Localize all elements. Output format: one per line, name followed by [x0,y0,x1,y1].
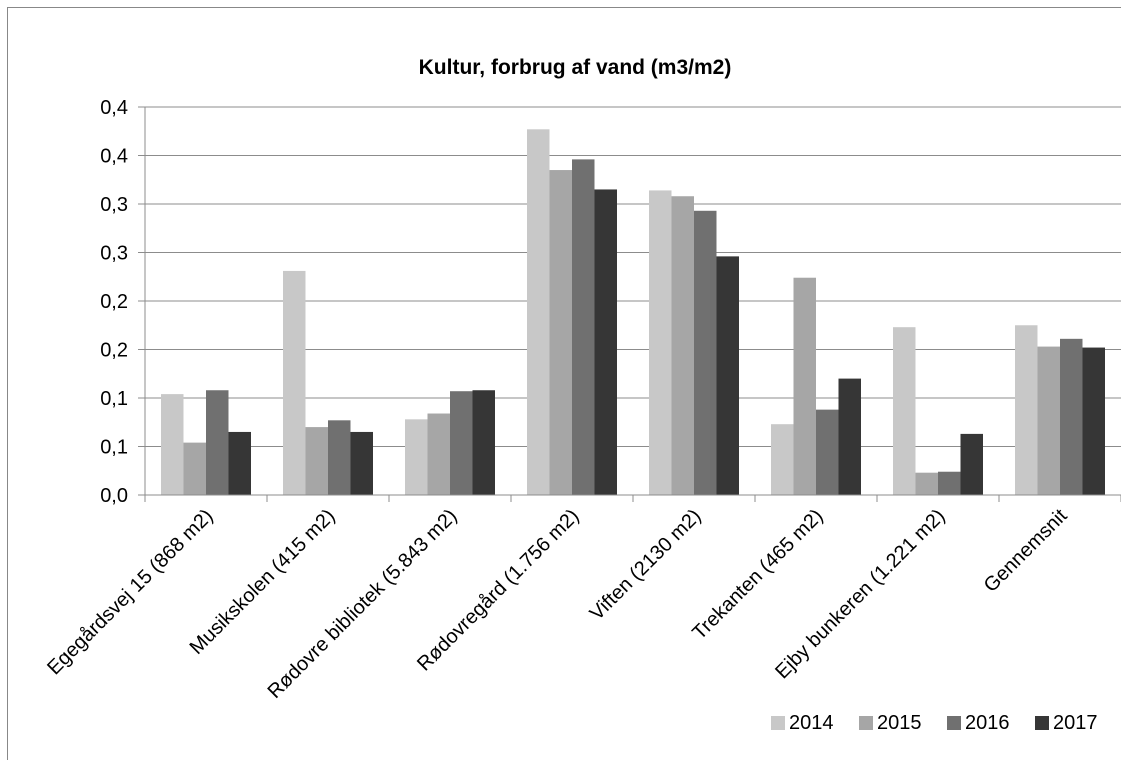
bar [793,277,816,495]
bar [838,378,861,495]
legend-swatch [947,716,961,730]
bar [1015,325,1038,495]
bar [206,390,229,495]
bar [405,419,428,495]
y-tick-labels: 0,0 0,1 0,1 0,2 0,2 0,3 0,3 0,4 0,4 [100,97,128,507]
bar [816,409,839,495]
bar [161,394,184,495]
y-tick-label: 0,3 [100,194,128,216]
bar [472,390,495,495]
bar [328,420,351,495]
y-tick-label: 0,1 [100,437,128,459]
bar [549,170,572,496]
bar [716,256,739,495]
bar [183,442,206,495]
bar [960,433,983,495]
bar [527,129,550,495]
y-tick-label: 0,4 [100,146,128,168]
y-tick-label: 0,4 [100,97,128,119]
bar [450,391,473,495]
y-tick-label: 0,3 [100,243,128,265]
bars [161,129,1105,496]
bar [1037,346,1060,495]
bar [572,159,595,495]
y-tick-label: 0,0 [100,485,128,507]
bar [771,424,794,495]
legend-label: 2014 [789,712,834,734]
y-tick-label: 0,2 [100,291,128,313]
legend: 2014 2015 2016 2017 [771,712,1098,734]
bar [594,189,617,495]
axes [138,106,1121,502]
bar [1060,338,1083,495]
bar [1082,347,1105,495]
gridlines [145,106,1121,447]
legend-label: 2016 [965,712,1010,734]
bar [893,327,916,495]
y-tick-label: 0,1 [100,388,128,410]
y-tick-label: 0,2 [100,340,128,362]
bar [283,270,306,495]
legend-swatch [859,716,873,730]
bar [305,427,328,495]
bar [915,472,938,495]
bar [938,471,961,495]
bar [350,431,373,495]
bar [427,413,450,495]
bar [649,190,672,496]
legend-label: 2017 [1053,712,1098,734]
legend-swatch [1035,716,1049,730]
legend-swatch [771,716,785,730]
chart-title: Kultur, forbrug af vand (m3/m2) [419,56,732,79]
bar [694,210,717,496]
bar [671,196,694,496]
bar [228,431,251,495]
legend-label: 2015 [877,712,922,734]
